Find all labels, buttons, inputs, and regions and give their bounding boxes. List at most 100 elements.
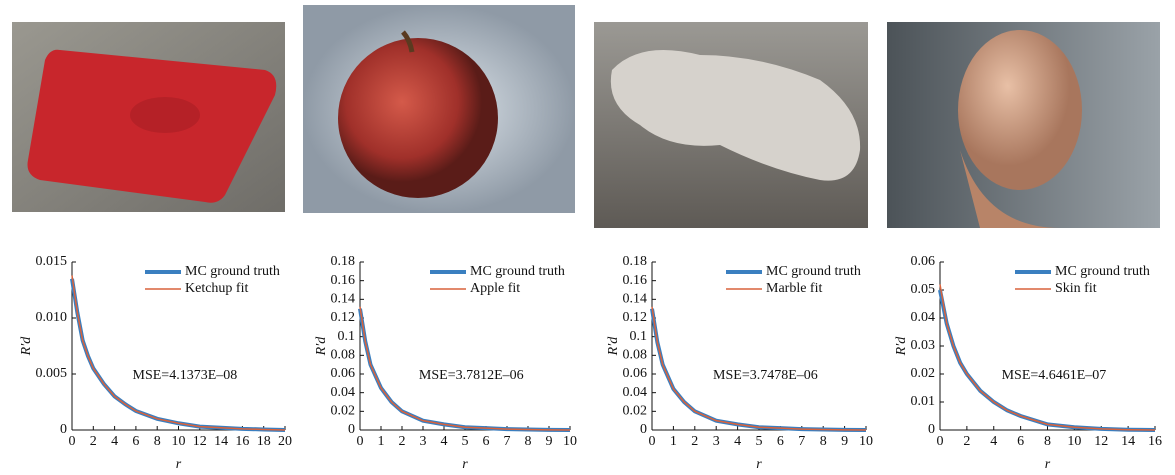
x-tick-label: 14 [1121, 434, 1135, 449]
y-tick-label: 0.08 [331, 348, 356, 363]
x-tick-label: 10 [172, 434, 186, 449]
x-tick-label: 7 [798, 434, 805, 449]
y-tick-label: 0.1 [338, 329, 356, 344]
legend-label: Marble fit [766, 281, 822, 296]
x-tick-label: 4 [990, 434, 997, 449]
x-tick-label: 2 [399, 434, 406, 449]
y-tick-label: 0.1 [630, 329, 648, 344]
x-axis-label: r [176, 457, 182, 472]
x-tick-label: 8 [154, 434, 161, 449]
y-tick-label: 0.16 [331, 273, 356, 288]
annotation: MSE=4.6461E–07 [1002, 368, 1107, 383]
y-tick-label: 0.01 [911, 394, 936, 409]
x-tick-label: 16 [1148, 434, 1162, 449]
y-tick-label: 0.04 [623, 385, 648, 400]
x-tick-label: 14 [214, 434, 228, 449]
y-tick-label: 0 [640, 422, 647, 437]
x-tick-label: 4 [441, 434, 448, 449]
legend-label: Apple fit [470, 281, 520, 296]
x-tick-label: 20 [278, 434, 292, 449]
x-tick-label: 6 [1017, 434, 1024, 449]
x-tick-label: 0 [937, 434, 944, 449]
y-axis-label: R′d [19, 336, 34, 357]
x-tick-label: 12 [1094, 434, 1108, 449]
y-tick-label: 0.03 [911, 338, 936, 353]
x-tick-label: 3 [713, 434, 720, 449]
head-image [887, 22, 1160, 228]
legend-label: Ketchup fit [185, 281, 248, 296]
x-tick-label: 6 [777, 434, 784, 449]
y-axis-label: R′d [606, 336, 621, 357]
y-tick-label: 0.05 [911, 282, 936, 297]
x-tick-label: 18 [257, 434, 271, 449]
x-tick-label: 4 [111, 434, 118, 449]
x-tick-label: 9 [841, 434, 848, 449]
apple-image [303, 5, 575, 213]
x-tick-label: 10 [563, 434, 577, 449]
y-tick-label: 0.005 [36, 366, 68, 381]
series-line [940, 290, 1155, 430]
chart: 0 0.01 0.02 0.03 0.04 0.05 0.06 0 2 4 6 8 10 12 14 16 MC… [894, 254, 1162, 472]
y-tick-label: 0.18 [331, 254, 356, 269]
y-tick-label: 0.08 [623, 348, 648, 363]
x-tick-label: 0 [649, 434, 656, 449]
x-tick-label: 1 [670, 434, 677, 449]
y-tick-label: 0.06 [911, 254, 936, 269]
x-tick-label: 16 [235, 434, 249, 449]
y-tick-label: 0.18 [623, 254, 648, 269]
y-tick-label: 0.04 [911, 310, 936, 325]
x-tick-label: 9 [546, 434, 553, 449]
x-tick-label: 8 [1044, 434, 1051, 449]
x-tick-label: 5 [462, 434, 469, 449]
y-tick-label: 0.14 [331, 292, 356, 307]
x-tick-label: 7 [504, 434, 511, 449]
y-tick-label: 0.12 [623, 310, 648, 325]
x-tick-label: 2 [963, 434, 970, 449]
series-line [72, 275, 285, 430]
y-tick-label: 0.015 [36, 254, 68, 269]
x-tick-label: 2 [90, 434, 97, 449]
y-tick-label: 0.02 [911, 366, 936, 381]
y-tick-label: 0.12 [331, 310, 356, 325]
x-tick-label: 1 [378, 434, 385, 449]
x-tick-label: 5 [756, 434, 763, 449]
ketchup-image [12, 22, 285, 212]
y-tick-label: 0.16 [623, 273, 648, 288]
x-tick-label: 0 [69, 434, 76, 449]
legend-label: MC ground truth [766, 264, 861, 279]
x-tick-label: 12 [193, 434, 207, 449]
y-axis-label: R′d [314, 336, 329, 357]
legend-label: MC ground truth [1055, 264, 1150, 279]
x-axis-label: r [462, 457, 468, 472]
page: 00.0050.0100.01502468101214161820MC grou… [0, 0, 1175, 475]
marble-image [594, 22, 868, 228]
y-tick-label: 0.06 [331, 366, 356, 381]
y-tick-label: 0 [60, 422, 67, 437]
x-tick-label: 8 [820, 434, 827, 449]
x-tick-label: 4 [734, 434, 741, 449]
x-tick-label: 8 [525, 434, 532, 449]
x-tick-label: 2 [691, 434, 698, 449]
legend-label: Skin fit [1055, 281, 1097, 296]
figure: 00.0050.0100.01502468101214161820MC grou… [0, 0, 1175, 475]
y-tick-label: 0 [348, 422, 355, 437]
x-tick-label: 6 [483, 434, 490, 449]
x-axis-label: r [1045, 457, 1051, 472]
annotation: MSE=3.7478E–06 [713, 368, 818, 383]
y-tick-label: 0.04 [331, 385, 356, 400]
x-axis-label: r [756, 457, 762, 472]
y-tick-label: 0.010 [36, 310, 68, 325]
x-tick-label: 10 [1067, 434, 1081, 449]
x-tick-label: 0 [357, 434, 364, 449]
x-tick-label: 6 [132, 434, 139, 449]
annotation: MSE=3.7812E–06 [419, 368, 524, 383]
series-line [940, 284, 1155, 430]
y-axis-label: R′d [894, 336, 909, 357]
y-tick-label: 0 [928, 422, 935, 437]
annotation: MSE=4.1373E–08 [133, 368, 238, 383]
y-tick-label: 0.06 [623, 366, 648, 381]
legend-label: MC ground truth [185, 264, 280, 279]
